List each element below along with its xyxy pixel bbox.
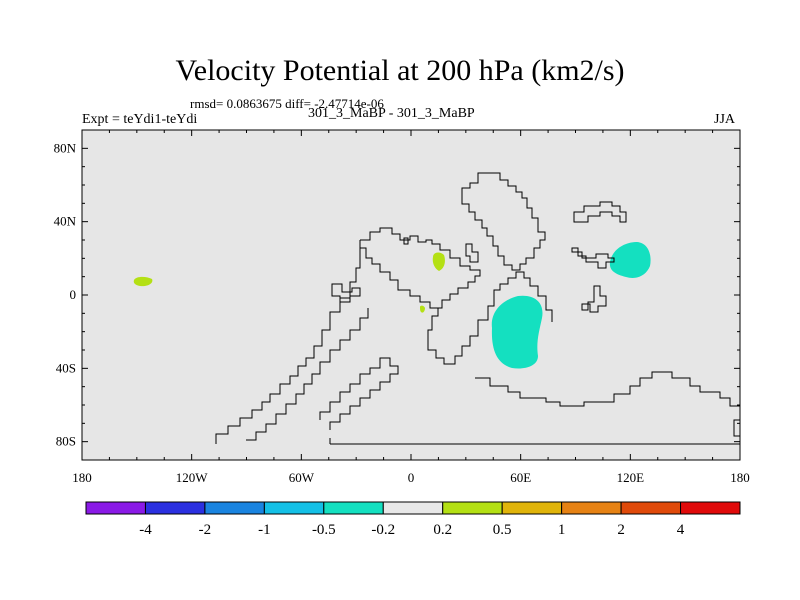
colorbar-label: -4 xyxy=(139,522,152,538)
x-tick-label: 60W xyxy=(289,470,315,485)
colorbar-swatch xyxy=(144,501,206,515)
x-tick-label: 60E xyxy=(510,470,531,485)
y-tick-label: 40N xyxy=(54,214,77,229)
colorbar-label: 0.2 xyxy=(433,522,452,538)
coastline-europe-africa xyxy=(360,227,495,365)
colorbar-label: -0.5 xyxy=(312,522,336,538)
coastline-americas xyxy=(215,240,361,444)
colorbar: -4 -2 -1 -0.5 -0.2 0.2 0.5 1 2 4 xyxy=(85,501,741,538)
coastline-west-africa xyxy=(359,240,438,309)
anomaly-negative-west-pacific xyxy=(609,242,651,278)
colorbar-swatch xyxy=(561,501,622,515)
x-tick-label: 120E xyxy=(617,470,645,485)
x-tick-label: 0 xyxy=(408,470,415,485)
x-axis: 180 120W 60W 0 60E 120E 180 xyxy=(72,130,750,485)
colorbar-label: -0.2 xyxy=(371,522,395,538)
colorbar-swatch xyxy=(323,501,384,515)
map-background xyxy=(82,130,740,460)
anomaly-positive-north-africa xyxy=(432,252,445,271)
coastline-south-america xyxy=(246,308,369,441)
plot-title: Velocity Potential at 200 hPa (km2/s) xyxy=(175,54,625,87)
colorbar-label: 1 xyxy=(558,522,566,538)
coastline-arabia xyxy=(465,243,479,263)
y-axis: 80N 40N 0 40S 80S xyxy=(54,140,740,449)
colorbar-swatch xyxy=(263,501,325,515)
case-label: 301_3_MaBP - 301_3_MaBP xyxy=(308,106,475,121)
minor-ticks xyxy=(82,129,740,461)
coastline-japan xyxy=(573,201,627,223)
rmsd-diff-stats: rmsd= 0.0863675 diff= -2.47714e-06 xyxy=(190,96,384,111)
colorbar-swatch xyxy=(442,501,503,515)
coastline-maritime-continent xyxy=(581,285,607,313)
coastline-mediterranean xyxy=(403,237,409,245)
colorbar-swatch xyxy=(680,501,741,515)
coastline-southeast-asia xyxy=(571,247,615,269)
coastline-east-asia xyxy=(461,172,546,271)
colorbar-swatch xyxy=(204,501,265,515)
colorbar-swatch xyxy=(85,501,146,515)
anomaly-positive-central-pacific xyxy=(133,276,153,287)
coastline-caribbean xyxy=(331,283,361,303)
anomaly-positive-gulf-of-guinea xyxy=(420,305,425,313)
coastline-layer xyxy=(215,172,741,445)
experiment-label: Expt = teYdi1-teYdi xyxy=(82,112,198,127)
colorbar-label: -1 xyxy=(258,522,271,538)
x-tick-label: 120W xyxy=(176,470,209,485)
colorbar-swatch xyxy=(620,501,682,515)
colorbar-swatch xyxy=(501,501,563,515)
coastline-brazil xyxy=(319,357,399,430)
x-tick-label: 180 xyxy=(72,470,92,485)
season-label: JJA xyxy=(714,112,736,127)
coastline-south-asia xyxy=(493,271,553,322)
y-tick-label: 40S xyxy=(56,360,76,375)
colorbar-label: 4 xyxy=(677,522,685,538)
colorbar-label: 2 xyxy=(617,522,625,538)
colorbar-label: 0.5 xyxy=(493,522,512,538)
coastline-antarctica xyxy=(330,371,741,445)
y-tick-label: 80S xyxy=(56,434,76,449)
colorbar-swatch xyxy=(382,501,444,515)
colorbar-label: -2 xyxy=(199,522,212,538)
y-tick-label: 80N xyxy=(54,140,77,155)
anomaly-negative-indian-ocean xyxy=(491,295,543,369)
x-tick-label: 180 xyxy=(730,470,750,485)
y-tick-label: 0 xyxy=(70,287,77,302)
